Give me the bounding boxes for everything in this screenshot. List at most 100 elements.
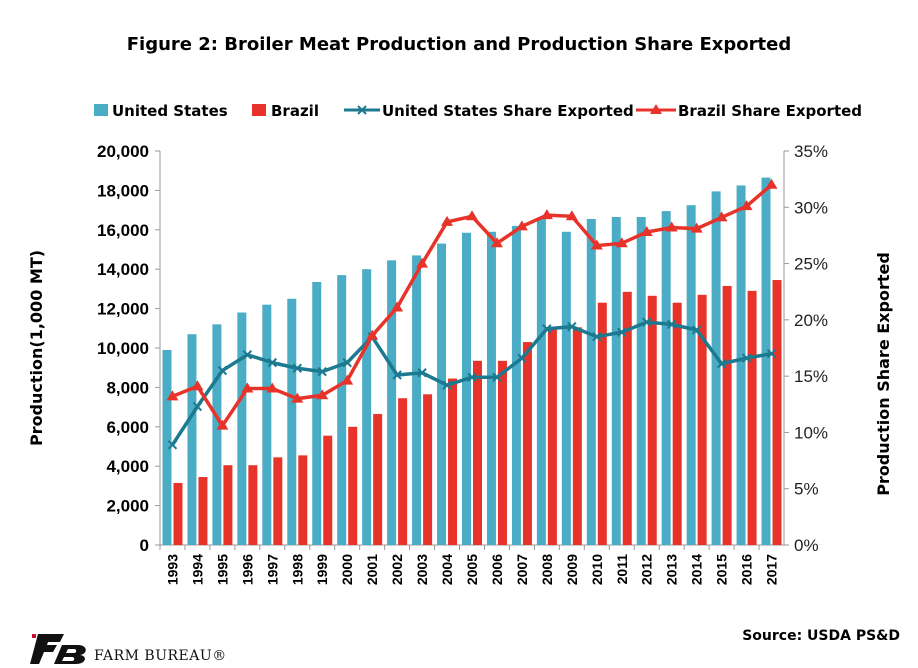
y2-tick-label: 20% [794, 311, 828, 330]
marker-brazil-share [366, 329, 379, 340]
y2-tick-label: 10% [794, 423, 828, 442]
marker-united-states-share [642, 317, 652, 327]
x-tick-label: 2012 [639, 554, 655, 585]
marker-brazil-share [416, 257, 429, 268]
x-tick-label: 2017 [764, 554, 780, 585]
marker-brazil-share [765, 178, 778, 189]
marker-brazil-share [590, 239, 603, 250]
x-tick-label: 1995 [214, 554, 230, 585]
bar-brazil [398, 398, 408, 545]
marker-united-states-share [567, 321, 577, 332]
y-tick-label: 0 [140, 536, 149, 555]
bar-brazil [348, 426, 358, 545]
marker-united-states-share [542, 324, 552, 334]
marker-united-states-share [242, 350, 253, 360]
y-tick-label: 16,000 [97, 221, 149, 240]
bar-united-states [287, 298, 297, 545]
y-tick-label: 6,000 [106, 418, 149, 437]
x-tick-label: 2016 [739, 554, 755, 585]
legend: United States Brazil United States Share E… [94, 102, 862, 120]
marker-brazil-share [615, 237, 628, 248]
marker-brazil-share [665, 221, 678, 232]
marker-brazil-share [515, 220, 528, 231]
y2-tick-label: 15% [794, 367, 828, 386]
marker-united-states-share [741, 353, 752, 363]
marker-brazil-share [391, 301, 404, 312]
axis-labels: Production(1,000 MT) Production Share Exp… [27, 250, 893, 496]
axes: 0 2,000 4,000 6,000 8,000 10,000 12,000 14,000 1… [97, 142, 828, 585]
bar-brazil [223, 465, 233, 545]
x-tick-label: 1999 [314, 554, 330, 585]
x-tick-label: 2015 [714, 554, 730, 585]
marker-united-states-share [592, 332, 602, 342]
bar-united-states [711, 191, 721, 545]
bar-united-states [536, 218, 546, 545]
marker-united-states-share [417, 368, 427, 378]
x-tick-label: 2009 [564, 554, 580, 585]
y-tick-label: 4,000 [106, 457, 149, 476]
bar-brazil [248, 465, 258, 545]
farm-bureau-name: FARM BUREAU® [94, 648, 227, 664]
bar-brazil [173, 482, 183, 545]
legend-label-united-states: United States [112, 102, 228, 120]
marker-brazil-share [216, 419, 229, 430]
marker-brazil-share [316, 389, 329, 400]
bar-united-states [586, 218, 596, 545]
source-note: Source: USDA PS&D [742, 628, 900, 644]
marker-brazil-share [166, 390, 179, 401]
bar-united-states [561, 231, 571, 545]
bar-brazil [298, 455, 308, 545]
marker-united-states-share [492, 372, 502, 382]
y-tick-label: 14,000 [97, 260, 149, 279]
bar-united-states [636, 216, 646, 545]
x-tick-label: 2003 [414, 554, 430, 585]
y-tick-label: 12,000 [97, 300, 149, 319]
marker-brazil-share [715, 211, 728, 222]
legend-swatch-brazil [252, 104, 266, 116]
marker-brazil-share [565, 210, 578, 221]
y-tick-label: 20,000 [97, 142, 149, 161]
bar-brazil [747, 290, 757, 545]
bar-united-states [412, 255, 422, 545]
marker-united-states-share [317, 366, 327, 377]
bar-brazil [448, 378, 458, 545]
marker-united-states-share [766, 348, 777, 359]
chart-title: Figure 2: Broiler Meat Production and Pr… [126, 34, 792, 55]
x-tick-label: 1994 [189, 554, 205, 585]
bar-united-states [187, 334, 197, 545]
bar-united-states [312, 282, 322, 545]
y-tick-label: 10,000 [97, 339, 149, 358]
x-tick-label: 2008 [539, 554, 555, 585]
bar-united-states [437, 243, 447, 545]
x-tick-label: 1998 [289, 554, 305, 585]
marker-united-states-share [691, 325, 702, 335]
legend-swatch-united-states [94, 104, 108, 116]
x-tick-label: 2014 [689, 554, 705, 585]
farm-bureau-logo [30, 634, 86, 664]
marker-brazil-share [441, 215, 454, 226]
y2-tick-label: 5% [794, 480, 819, 499]
x-tick-label: 1993 [164, 554, 180, 585]
x-tick-label: 2005 [464, 554, 480, 585]
marker-brazil-share [291, 392, 304, 403]
y-axis-title: Production(1,000 MT) [27, 250, 46, 446]
bar-united-states [162, 349, 172, 545]
marker-united-states-share [617, 327, 627, 337]
marker-brazil-share [540, 209, 553, 220]
bar-brazil [772, 280, 782, 545]
marker-united-states-share [392, 370, 402, 380]
x-tick-label: 2001 [364, 554, 380, 585]
marker-united-states-share [167, 440, 178, 450]
bar-brazil [722, 285, 732, 545]
marker-brazil-share [640, 226, 653, 237]
bar-united-states [661, 211, 671, 545]
marker-united-states-share [217, 365, 228, 376]
marker-united-states-share [517, 353, 527, 363]
marker-united-states-share [342, 357, 352, 368]
marker-united-states-share [292, 363, 302, 373]
x-tick-label: 1996 [239, 554, 255, 585]
bar-brazil [273, 457, 283, 545]
x-tick-label: 2007 [514, 554, 530, 585]
marker-united-states-share [467, 372, 477, 382]
marker-united-states-share [666, 319, 677, 330]
